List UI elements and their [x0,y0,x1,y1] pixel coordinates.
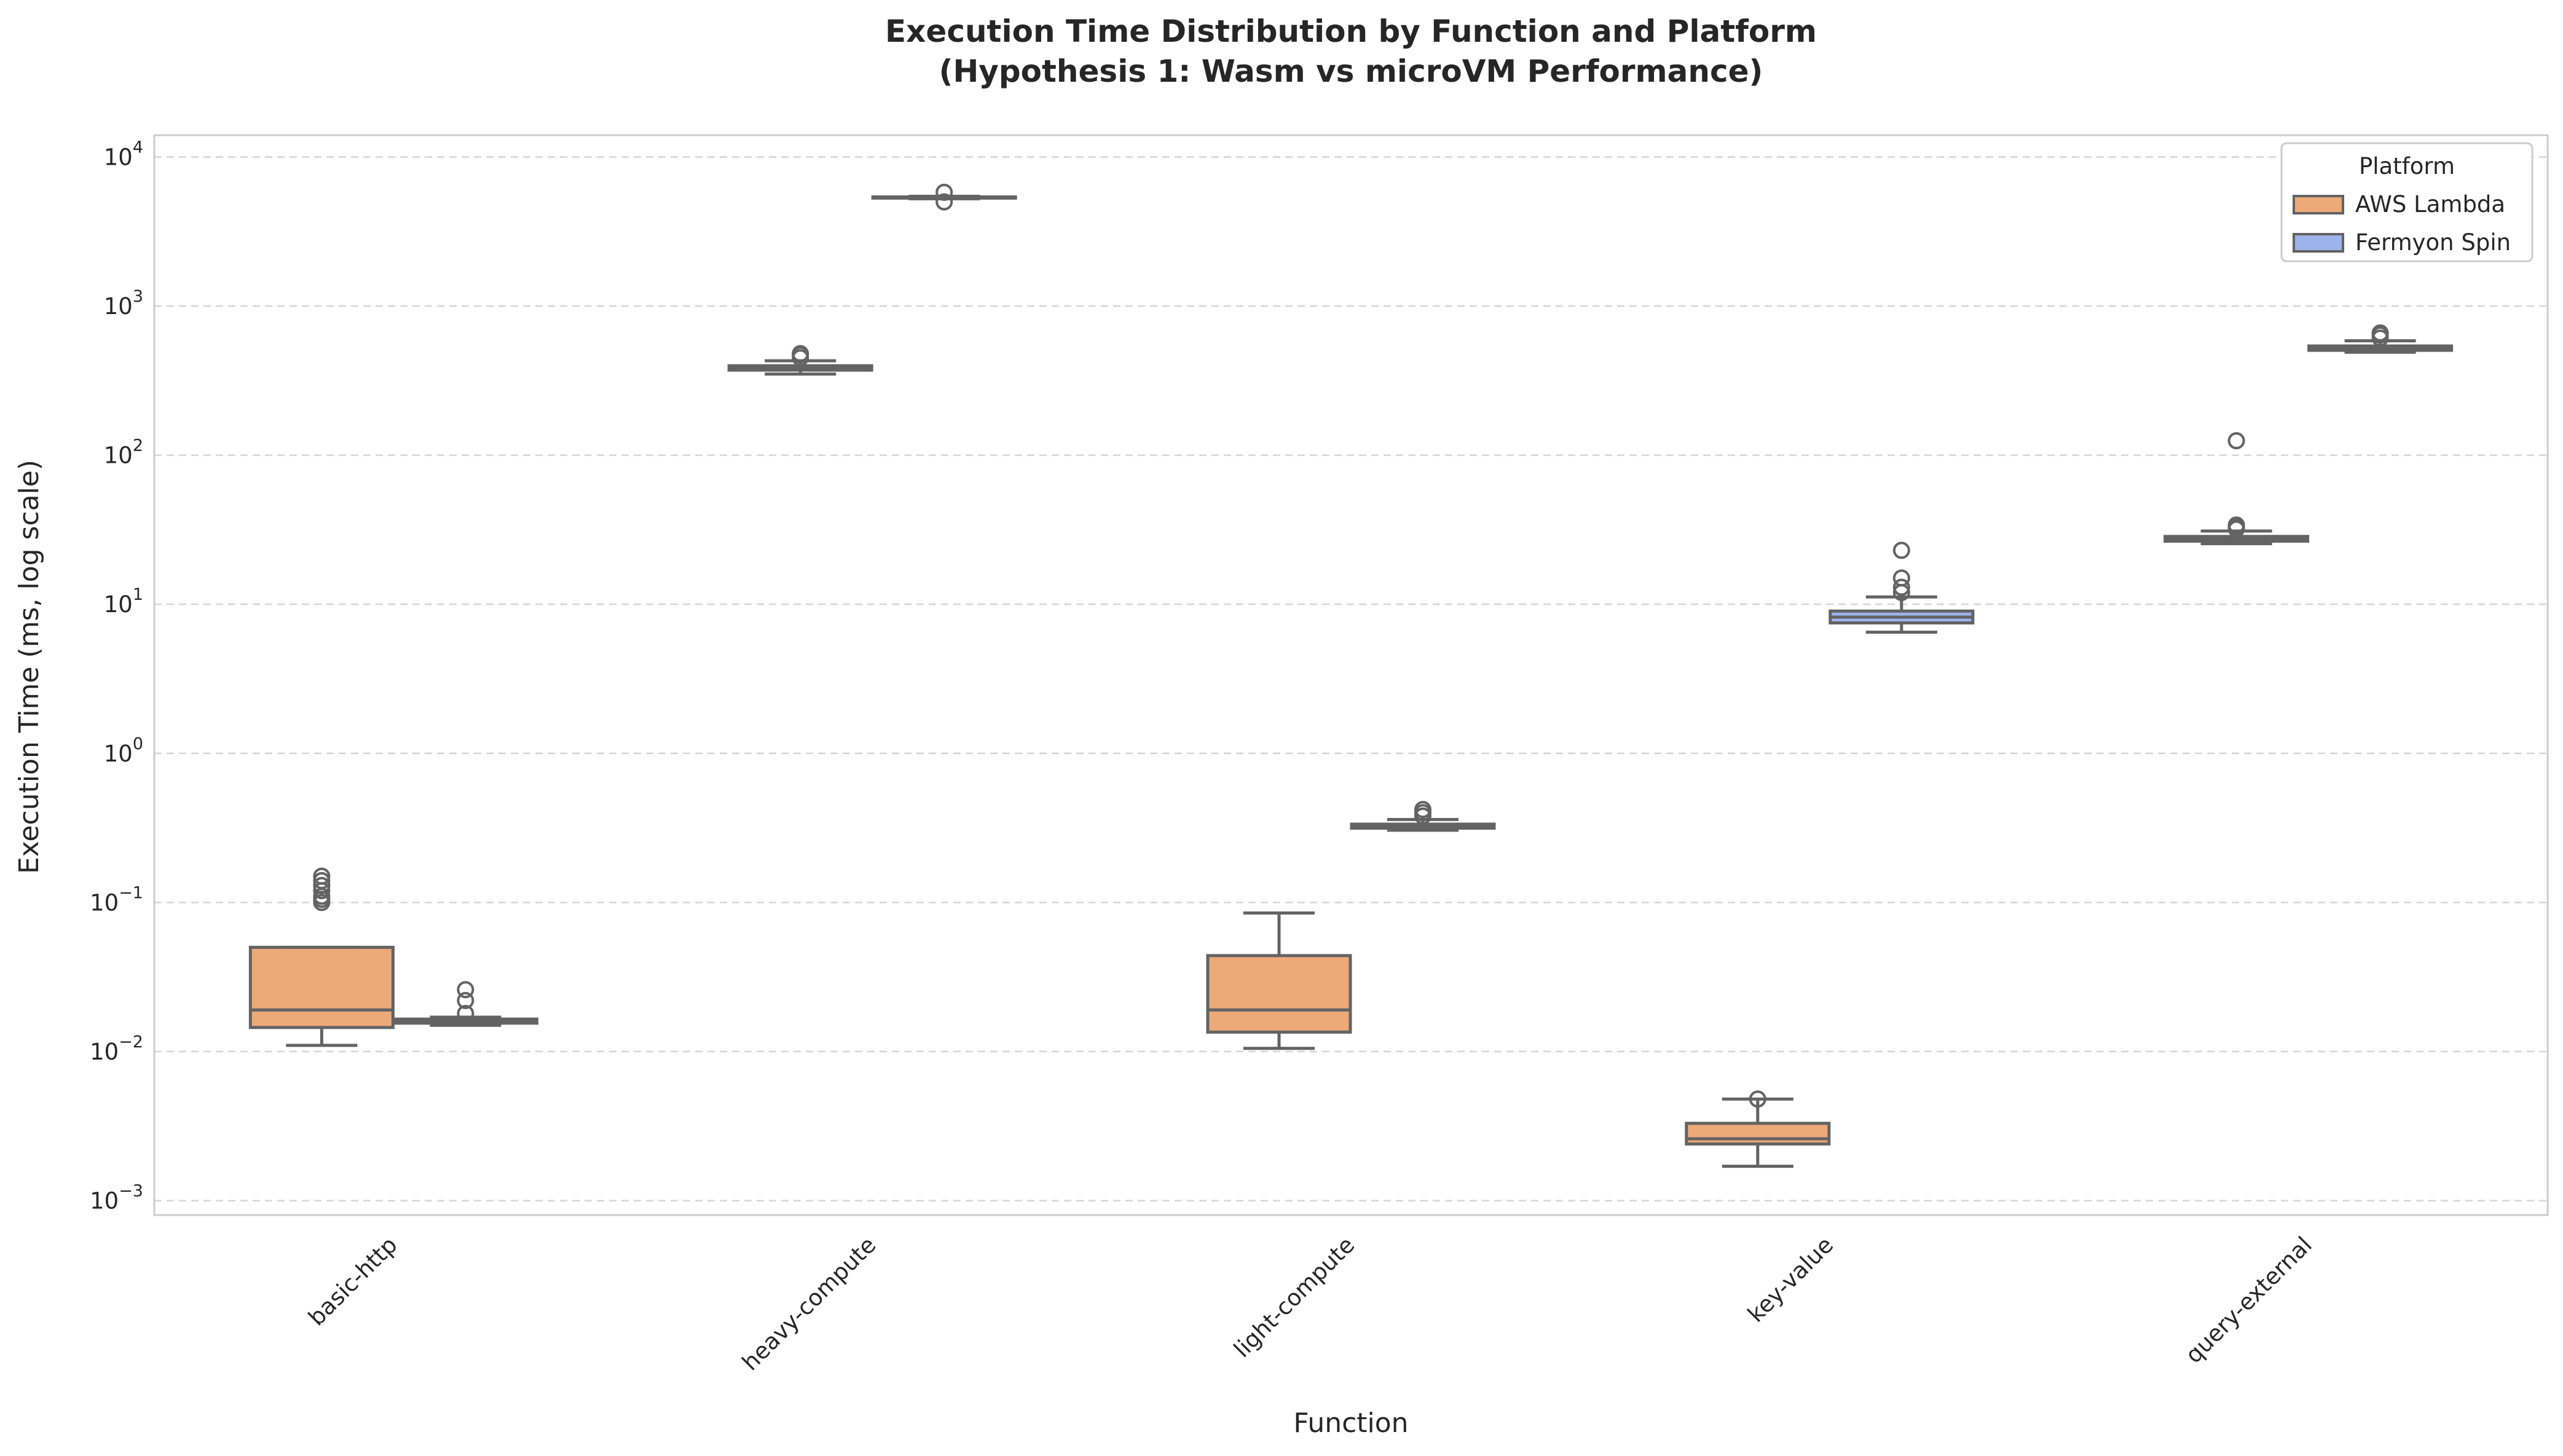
outlier-point [935,193,953,211]
outlier-point [2227,516,2245,534]
box-aws-lambda-query-external [2163,432,2310,546]
y-tick-label: 10−1 [90,883,143,916]
box-fermyon-spin-basic-http [392,981,538,1027]
y-tick-label: 10−2 [90,1033,143,1065]
outlier-point [1892,578,1910,596]
box-fermyon-spin-heavy-compute [871,183,1017,211]
outlier-point [1414,801,1431,819]
y-tick-exponent: −1 [119,883,143,902]
y-tick-label: 103 [104,287,143,320]
y-tick-exponent: 4 [133,138,143,157]
box-fermyon-spin-query-external [2307,324,2454,354]
x-tick-label: basic-http [303,1232,402,1331]
outlier-point [2227,432,2245,450]
x-tick-label: key-value [1742,1232,1838,1328]
outlier-point [1892,541,1910,559]
y-tick-label: 101 [104,585,143,618]
y-tick-base: 10 [104,443,133,469]
legend-swatch [2293,195,2344,214]
legend-entry-label: Fermyon Spin [2355,229,2511,256]
box-fermyon-spin-light-compute [1350,801,1496,832]
outlier-point [935,183,953,201]
outlier-point [457,981,474,999]
legend-swatch [2293,233,2344,253]
legend-title: Platform [2359,153,2455,179]
outlier-point [792,345,809,363]
box-fermyon-spin-key-value [1829,541,1975,634]
outlier-point [313,876,331,894]
x-tick-label: light-compute [1229,1232,1360,1363]
x-tick-label: query-external [2180,1232,2317,1369]
outlier-point [457,1004,474,1022]
iqr-box [248,945,395,1029]
x-axis-label: Function [1293,1407,1408,1439]
y-tick-base: 10 [104,293,133,320]
legend-frame [2280,142,2533,262]
y-tick-base: 10 [90,1039,119,1065]
outlier-point [457,991,474,1009]
outlier-point [313,872,331,889]
chart-title-line2: (Hypothesis 1: Wasm vs microVM Performan… [939,53,1763,89]
y-tick-base: 10 [90,1187,119,1214]
plot-frame [153,134,2549,1216]
box-aws-lambda-light-compute [1206,911,1352,1050]
y-tick-label: 10−3 [90,1181,143,1214]
y-axis-label: Execution Time (ms, log scale) [14,460,45,874]
box-aws-lambda-basic-http [248,867,395,1047]
y-tick-exponent: 1 [133,585,143,604]
y-tick-exponent: 2 [133,436,143,455]
iqr-box [1685,1122,1831,1146]
x-tick-label: heavy-compute [737,1232,881,1375]
box-aws-lambda-key-value [1685,1090,1831,1168]
y-tick-label: 104 [104,138,143,170]
legend: Platform AWS Lambda Fermyon Spin [2280,142,2533,262]
y-tick-exponent: 3 [133,287,143,306]
y-tick-label: 102 [104,436,143,469]
box-aws-lambda-heavy-compute [727,345,873,376]
y-tick-exponent: 0 [133,734,143,754]
y-tick-base: 10 [90,889,119,916]
y-tick-exponent: −2 [119,1033,143,1052]
outlier-point [313,867,331,885]
chart-title-line1: Execution Time Distribution by Function … [885,14,1817,49]
plot-background [154,135,2548,1215]
iqr-box [1206,954,1352,1034]
legend-entry-label: AWS Lambda [2355,191,2505,218]
y-tick-base: 10 [104,741,133,767]
y-tick-base: 10 [104,591,133,618]
outlier-point [1749,1090,1766,1108]
y-tick-label: 100 [104,734,143,767]
y-tick-exponent: −3 [119,1181,143,1200]
outlier-point [2371,324,2389,342]
y-tick-base: 10 [104,144,133,170]
outlier-point [1892,569,1910,587]
